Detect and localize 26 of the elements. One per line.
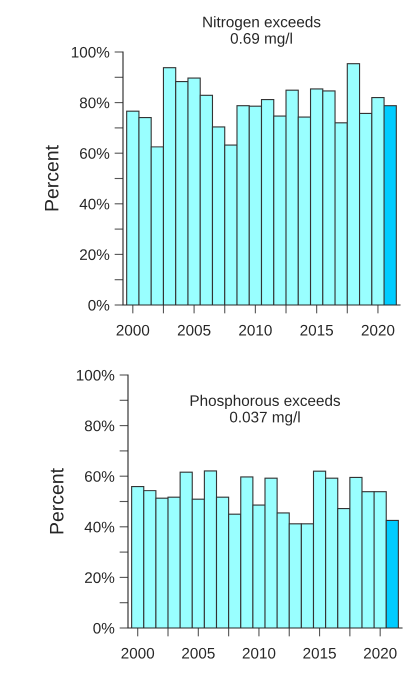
x-tick-label: 2010 bbox=[239, 324, 272, 336]
x-tick-label: 2005 bbox=[178, 324, 210, 336]
x-tick-label: 2000 bbox=[116, 324, 150, 336]
y-tick-label: 20% bbox=[80, 249, 110, 260]
y-tick-label: 0% bbox=[88, 300, 110, 311]
x-tick-label: 2000 bbox=[121, 648, 154, 659]
x-tick-label: 2020 bbox=[362, 324, 394, 336]
chart-title: Nitrogen exceeds 0.69 mg/l bbox=[203, 16, 320, 47]
x-tick-label: 2020 bbox=[364, 648, 397, 659]
text: Phosphorous exceeds 0.037 mg/l bbox=[190, 394, 340, 426]
y-axis-title: Percent bbox=[44, 145, 59, 210]
x-tick-label: 2005 bbox=[182, 648, 215, 659]
y-tick-label: 80% bbox=[80, 97, 110, 108]
y-tick-label: 0% bbox=[93, 622, 114, 634]
y-tick-label: 100% bbox=[72, 46, 110, 58]
y-tick-label: 60% bbox=[80, 148, 110, 159]
y-tick-label: 40% bbox=[80, 198, 110, 210]
y-tick-label: 60% bbox=[85, 471, 114, 482]
y-tick-label: 100% bbox=[76, 370, 114, 381]
y-tick-label: 40% bbox=[84, 522, 114, 532]
x-tick-label: 2015 bbox=[303, 648, 336, 659]
y-tick-label: 20% bbox=[84, 572, 114, 584]
y-axis-title: Percent bbox=[50, 468, 64, 534]
y-tick-label: 80% bbox=[84, 420, 114, 432]
x-tick-label: 2010 bbox=[242, 648, 276, 659]
x-tick-label: 2015 bbox=[300, 324, 334, 336]
